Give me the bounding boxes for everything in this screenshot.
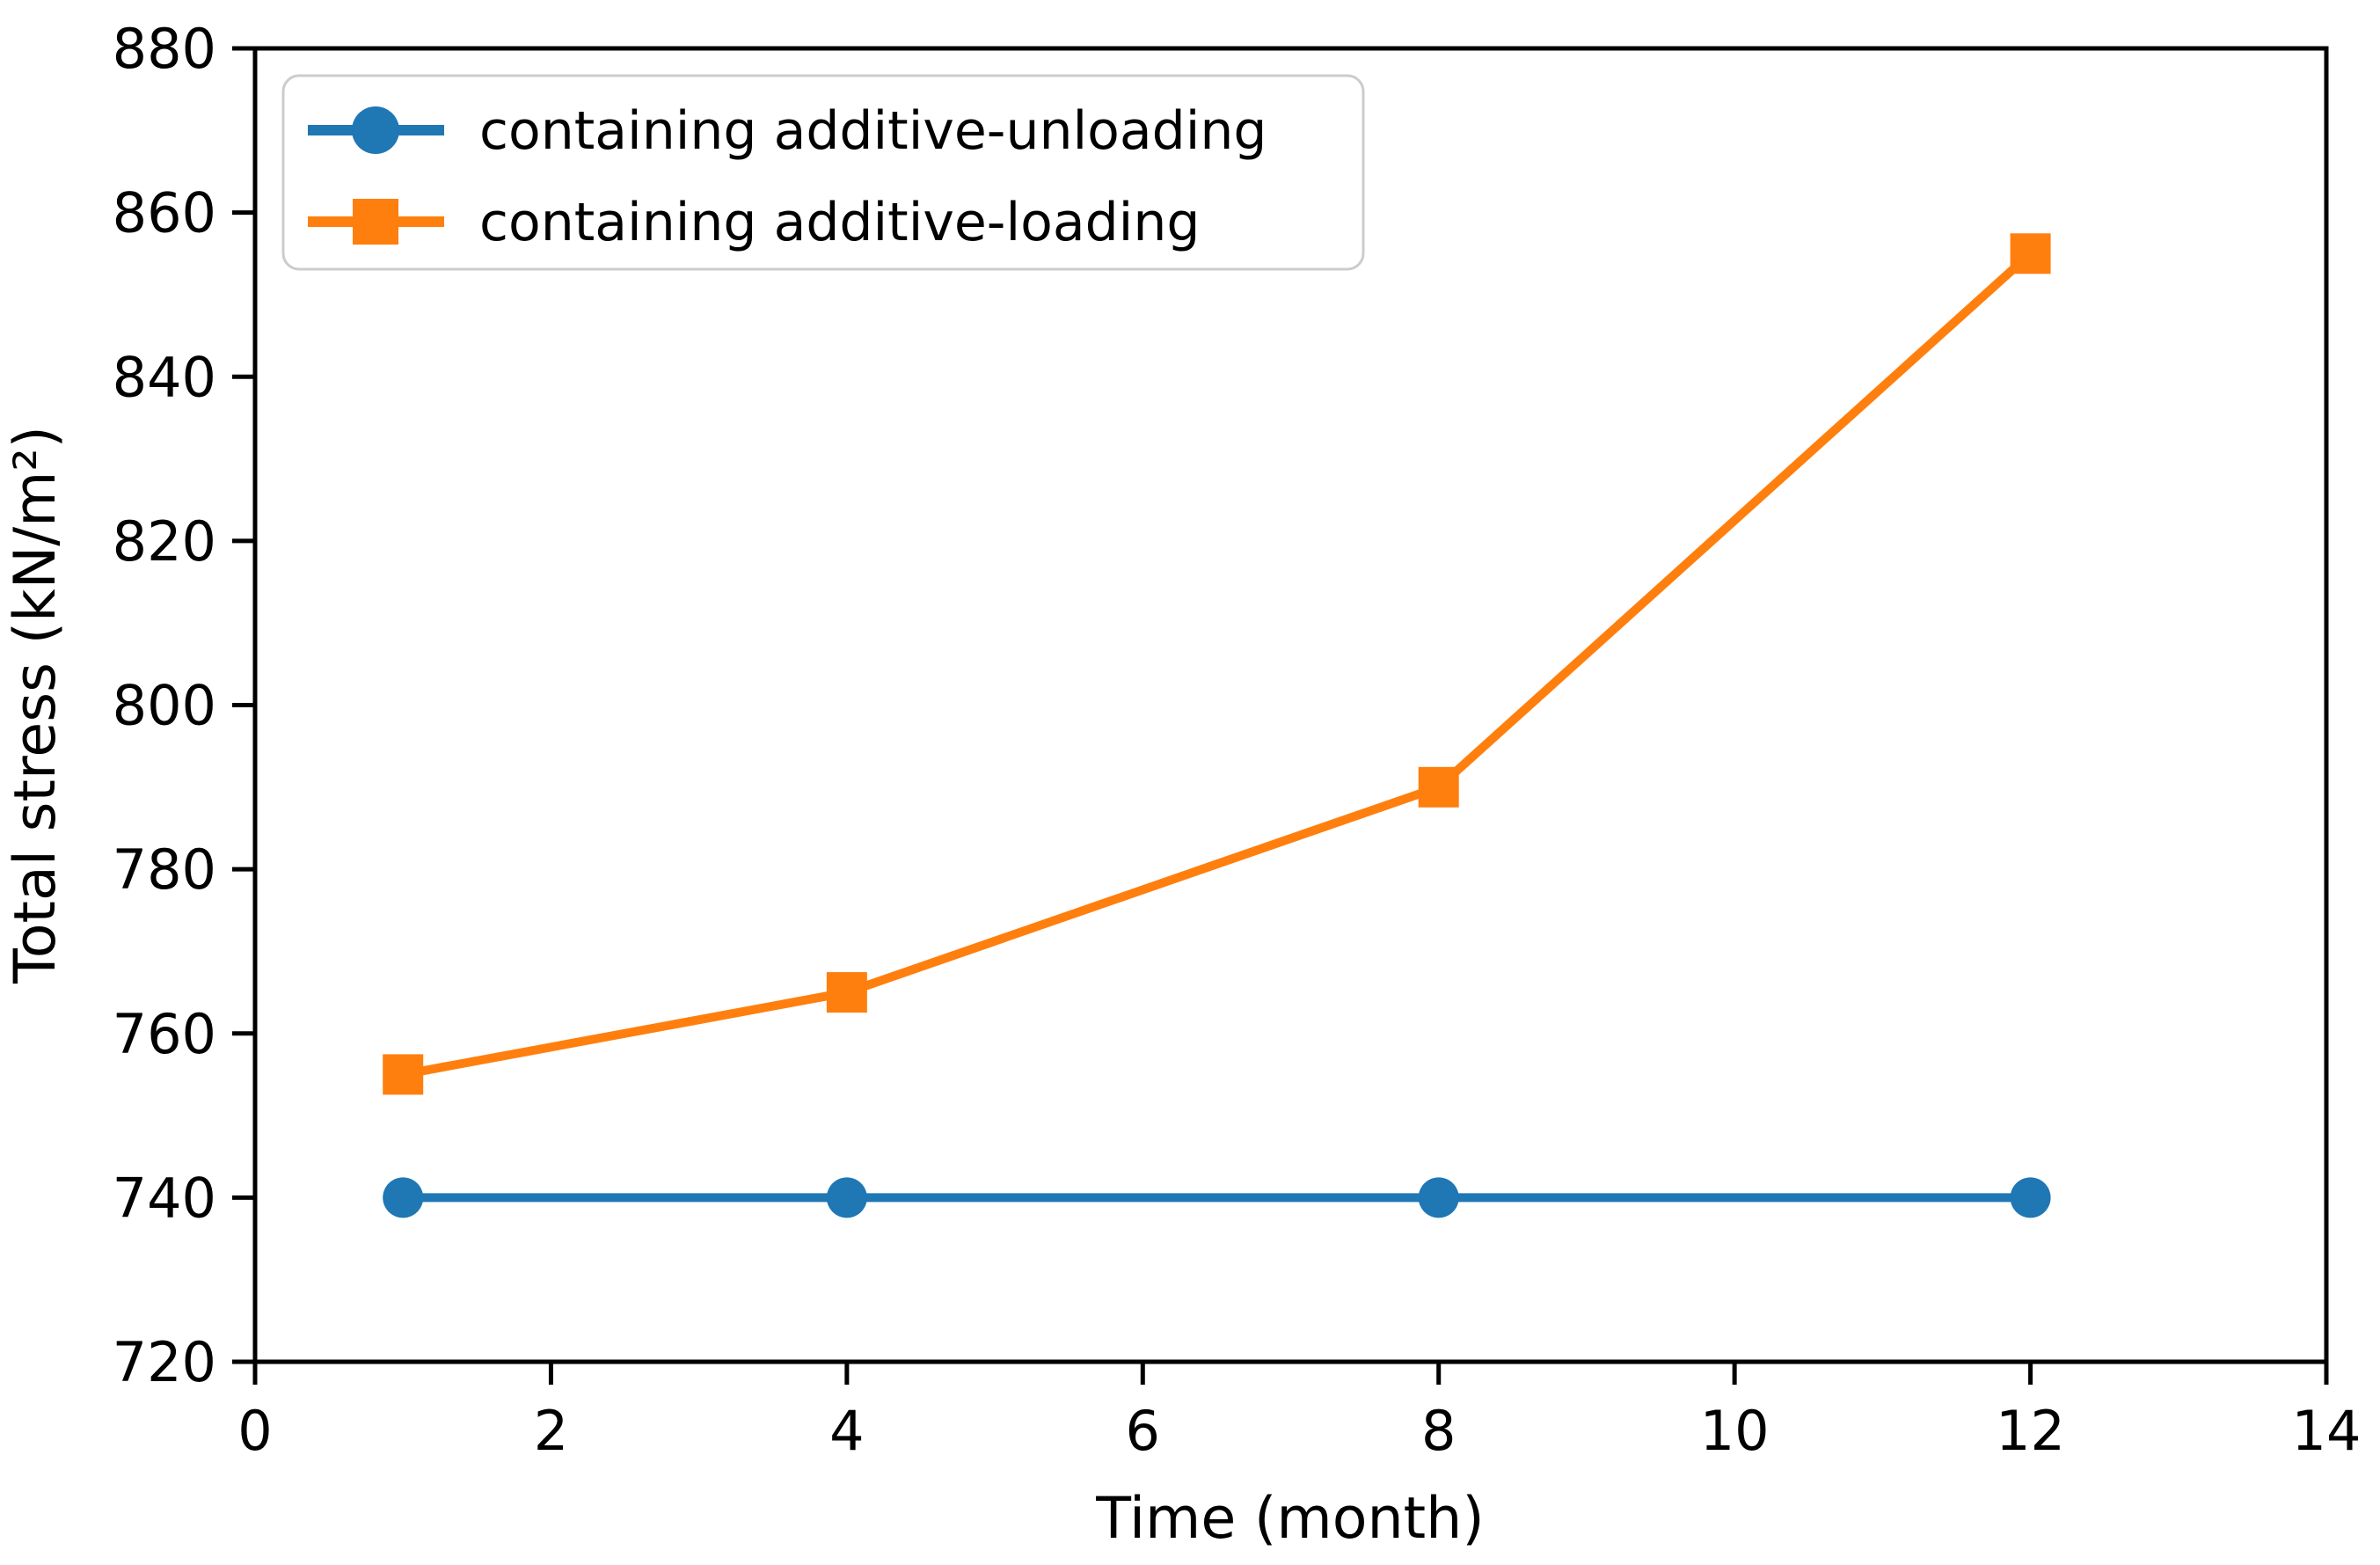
x-tick-label: 0 — [237, 1399, 272, 1463]
y-tick-label: 840 — [113, 345, 216, 409]
x-tick-label: 4 — [829, 1399, 864, 1463]
data-point-marker-circle — [1418, 1177, 1459, 1218]
legend-marker-square-icon — [353, 199, 398, 245]
data-point-marker-square — [383, 1054, 424, 1095]
x-tick-label: 8 — [1421, 1399, 1456, 1463]
y-tick-label: 780 — [113, 837, 216, 902]
y-tick-label: 800 — [113, 674, 216, 738]
data-point-marker-square — [2010, 233, 2051, 274]
legend-box — [281, 74, 1365, 271]
x-tick-label: 2 — [534, 1399, 568, 1463]
legend: containing additive-unloading containing … — [281, 74, 1365, 271]
data-point-marker-circle — [826, 1177, 867, 1218]
series-line-containing-additive-loading — [402, 250, 2033, 1079]
legend-label: containing additive-unloading — [479, 100, 1267, 162]
x-axis-label: Time (month) — [1095, 1486, 1484, 1552]
x-tick-label: 12 — [1996, 1399, 2065, 1463]
plot-area-spines — [252, 46, 2329, 1364]
y-tick-label: 740 — [113, 1166, 216, 1230]
data-point-marker-square — [826, 972, 867, 1013]
y-tick-label: 860 — [113, 181, 216, 245]
legend-label: containing additive-loading — [479, 192, 1200, 253]
data-point-marker-square — [1418, 766, 1459, 808]
data-point-marker-circle — [2010, 1177, 2051, 1218]
y-tick-label: 880 — [113, 17, 216, 81]
y-tick-label: 720 — [113, 1330, 216, 1394]
y-tick-label: 820 — [113, 509, 216, 574]
x-tick-label: 14 — [2292, 1399, 2362, 1463]
legend-item-containing-additive-unloading: containing additive-unloading — [308, 100, 1267, 162]
x-tick-label: 6 — [1126, 1399, 1160, 1463]
y-axis-label: Total stress (kN/m²) — [3, 426, 69, 984]
x-tick-label: 10 — [1700, 1399, 1770, 1463]
legend-item-containing-additive-loading: containing additive-loading — [308, 192, 1200, 253]
y-tick-label: 760 — [113, 1002, 216, 1066]
data-point-marker-circle — [383, 1177, 424, 1218]
legend-marker-circle-icon — [352, 106, 399, 154]
